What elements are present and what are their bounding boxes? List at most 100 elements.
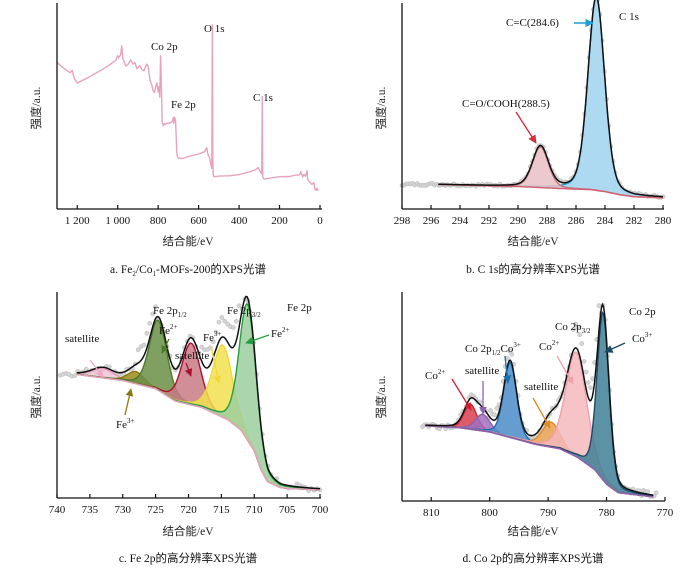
c-y-axis-title: 强度/a.u. [29,375,43,418]
b-x-ticks: 298 296 294 292 290 288 286 284 282 280 [394,205,672,227]
d-label-co2p: Co 2p [629,306,656,318]
d-label-co2plus-2: Co2+ [539,339,559,353]
x-tick-label: 715 [213,504,230,516]
x-tick-label: 705 [279,504,296,516]
x-tick-label: 740 [49,504,66,516]
data-point [575,325,580,330]
data-point [581,359,587,364]
component-area [76,343,320,490]
data-point [577,332,583,338]
data-point [231,325,236,330]
d-caption: d. Co 2p的高分辨率XPS光谱 [463,551,604,565]
component-area [76,303,320,490]
a-label-c1s: C 1s [253,92,273,104]
x-tick-label: 294 [452,215,469,227]
x-tick-label: 400 [231,215,248,227]
data-point [588,385,593,390]
c-arrow-fe3plus-2 [124,388,134,416]
data-point [509,352,515,357]
data-point [653,490,659,496]
c-label-fe2plus-1: Fe2+ [159,323,178,337]
x-tick-label: 1 200 [65,215,90,227]
raw-data-points [420,303,659,499]
data-point [494,406,500,411]
d-label-satellite-2: satellite [524,381,558,393]
a-plot-area [56,24,319,192]
x-tick-label: 790 [540,507,557,519]
b-label-co: C=O/COOH(288.5) [462,98,550,110]
data-point [492,412,498,418]
x-tick-label: 290 [510,215,527,227]
b-arrow-co [515,111,537,144]
x-tick-label: 288 [539,215,556,227]
x-tick-label: 284 [597,215,614,227]
c-label-fe2p12: Fe 2p1/2 [153,305,187,319]
x-tick-label: 725 [147,504,164,516]
data-point [233,318,239,324]
c-arrow-satellite-1 [89,359,104,378]
data-point [585,380,591,385]
d-x-ticks: 810 800 790 780 770 [423,497,674,519]
data-point [488,408,493,413]
c-plot-area [57,295,323,493]
c-label-fe2plus-2: Fe2+ [271,326,290,340]
x-tick-label: 735 [82,504,99,516]
background-line [76,373,321,491]
data-point [199,344,205,350]
a-label-co2p: Co 2p [151,41,178,53]
x-tick-label: 810 [423,507,440,519]
data-point [573,321,578,327]
data-point [645,489,651,494]
data-point [583,369,589,375]
c-arrow-fe3plus-1 [210,345,222,384]
data-point [216,319,222,325]
x-tick-label: 282 [626,215,643,227]
a-x-ticks: 1 200 1 000 800 600 400 200 0 [65,205,323,227]
x-tick-label: 710 [246,504,263,516]
data-point [135,347,141,353]
x-tick-label: 600 [190,215,207,227]
x-tick-label: 296 [423,215,440,227]
x-tick-label: 700 [312,504,329,516]
envelope-line [76,295,321,490]
data-point [213,329,219,335]
panel-b-c1s-spectrum: 298 296 294 292 290 288 286 284 282 280 强度/a.u. 结… [374,0,672,276]
x-tick-label: 292 [481,215,498,227]
data-point [236,303,242,309]
data-point [150,311,155,317]
d-x-axis-title: 结合能/eV [507,524,559,538]
panel-c-fe2p-spectrum: 740 735 730 725 720 715 710 705 700 强度/a.u. 结合能/… [29,292,329,565]
a-caption: a. Fe2/Co1-MOFs-200的XPS光谱 [110,262,266,278]
b-label-c1s: C 1s [619,11,639,23]
data-point [141,342,147,348]
x-tick-label: 800 [150,215,167,227]
data-point [590,376,595,382]
component-area [425,422,654,497]
envelope-line [438,0,664,198]
c-label-fe3plus-1: Fe3+ [203,330,222,344]
data-point [153,304,158,310]
component-area [438,0,663,198]
x-tick-label: 0 [317,215,323,227]
d-y-axis-title: 强度/a.u. [374,375,388,418]
a-label-fe2p: Fe 2p [171,99,196,111]
b-plot-area [399,0,666,200]
data-point [596,303,602,308]
data-point [570,327,576,332]
d-arrow-co3plus-1 [502,355,512,384]
d-arrow-satellite-2 [532,397,551,429]
c-label-satellite-2: satellite [175,350,209,362]
a-y-axis-title: 强度/a.u. [29,86,43,129]
d-label-co2plus-1: Co2+ [425,368,445,382]
d-arrow-co2plus-2 [556,355,574,385]
d-arrow-co2plus-1 [451,378,472,411]
c-label-fe2p32: Fe 2p3/2 [227,305,261,319]
data-point [222,318,228,324]
data-point [72,373,78,379]
x-tick-label: 286 [568,215,585,227]
c-label-satellite-1: satellite [65,333,99,345]
d-label-co2p32: Co 2p3/2 [555,321,591,335]
x-tick-label: 770 [657,507,674,519]
panel-d-co2p-spectrum: 810 800 790 780 770 强度/a.u. 结合能/eV d. Co 2p的… [374,292,674,565]
c-caption: c. Fe 2p的高分辨率XPS光谱 [119,551,258,565]
